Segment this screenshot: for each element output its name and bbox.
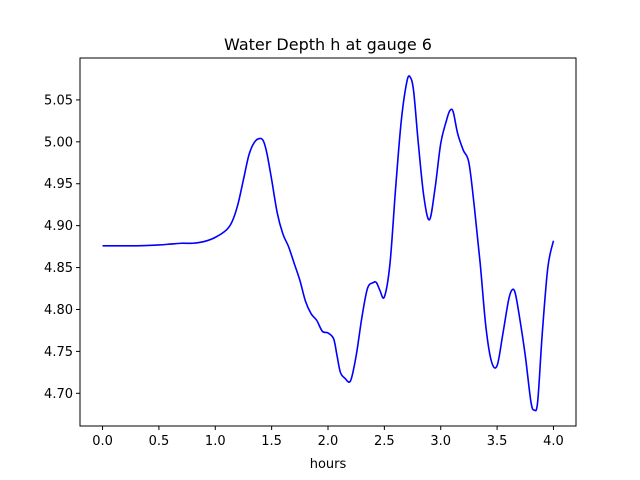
x-axis-label: hours <box>310 457 347 472</box>
y-tick-label: 4.70 <box>44 387 73 402</box>
y-tick-label: 5.00 <box>44 135 73 150</box>
x-tick-label: 1.5 <box>261 434 282 449</box>
y-tick-label: 4.85 <box>44 261 73 276</box>
x-tick-label: 3.5 <box>487 434 508 449</box>
y-tick-label: 4.75 <box>44 345 73 360</box>
y-tick-label: 4.90 <box>44 219 73 234</box>
x-tick-label: 4.0 <box>543 434 564 449</box>
x-tick-label: 1.0 <box>205 434 226 449</box>
x-tick-label: 0.0 <box>92 434 113 449</box>
x-tick-label: 2.5 <box>374 434 395 449</box>
chart-title: Water Depth h at gauge 6 <box>224 35 432 54</box>
series-line-0 <box>102 75 555 412</box>
plot-area: 0.0 0.5 1.0 1.5 2.0 2.5 3.0 3.5 4.0 4.70 4.75 4.80 4… <box>44 57 577 449</box>
y-tick-label: 4.95 <box>44 177 73 192</box>
y-tick-label: 4.80 <box>44 303 73 318</box>
x-tick-label: 3.0 <box>430 434 451 449</box>
x-tick-label: 0.5 <box>149 434 170 449</box>
y-tick-label: 5.05 <box>44 93 73 108</box>
x-tick-label: 2.0 <box>318 434 339 449</box>
